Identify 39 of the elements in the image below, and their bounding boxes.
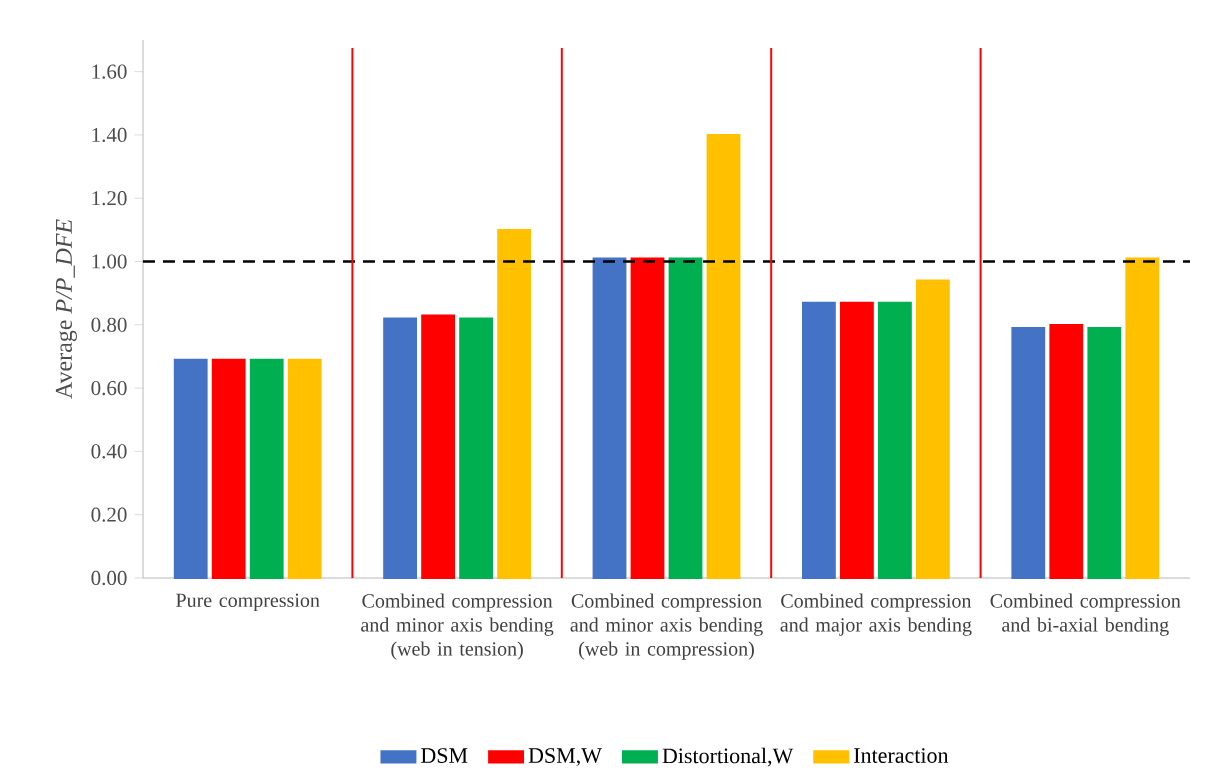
bar	[802, 301, 836, 579]
y-tick-label: 1.40	[92, 127, 127, 143]
x-tick-label: Combined compression and minor axis bending (web in tension)	[361, 593, 554, 660]
bar	[1087, 327, 1122, 579]
bar	[459, 317, 493, 579]
x-tick-label: Combined compression and minor axis bending (web in compression)	[570, 593, 763, 660]
bar	[1049, 323, 1084, 579]
legend-label: DSM	[421, 748, 468, 763]
bar	[249, 358, 284, 579]
x-tick-label: Pure compression	[176, 593, 320, 612]
legend-label: Interaction	[854, 748, 949, 763]
bar	[1125, 257, 1160, 579]
bar	[878, 301, 912, 579]
y-axis-title: Average P/P_DFE	[55, 219, 77, 399]
x-tick-label: Combined compression and major axis bending	[780, 593, 972, 636]
y-tick-label: 0.80	[91, 317, 127, 332]
y-tick-label: 1.00	[92, 254, 127, 269]
bar	[706, 134, 741, 579]
bar	[383, 317, 417, 579]
y-tick-label: 0.60	[91, 380, 127, 396]
bar	[668, 257, 703, 579]
y-tick-label: 0.40	[91, 444, 127, 459]
bar	[1011, 327, 1046, 579]
bar	[592, 257, 627, 579]
y-tick-label: 1.60	[92, 64, 127, 79]
bar	[497, 228, 531, 579]
bar	[211, 358, 246, 579]
legend-label: DSM,W	[528, 748, 602, 767]
bar	[630, 257, 665, 579]
bar	[840, 301, 874, 579]
legend-label: Distortional,W	[662, 747, 794, 767]
bar	[916, 279, 950, 579]
bar	[287, 358, 322, 579]
y-tick-label: 0.00	[91, 570, 127, 586]
y-tick-label: 0.20	[91, 507, 127, 522]
bar	[173, 358, 208, 579]
bar	[421, 314, 455, 579]
x-tick-label: Combined compression and bi-axial bending	[990, 593, 1181, 636]
y-tick-label: 1.20	[92, 191, 127, 206]
